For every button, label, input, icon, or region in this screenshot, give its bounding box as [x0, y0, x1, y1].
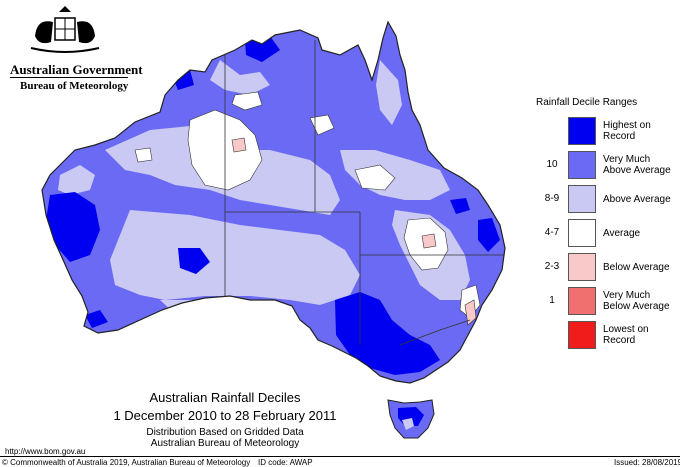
legend-label: Very Much Above Average [603, 151, 679, 179]
legend-label-text: Below Average [603, 261, 670, 273]
map-date-range: 1 December 2010 to 28 February 2011 [113, 408, 337, 423]
legend-label: Below Average [603, 253, 679, 281]
legend-swatch [568, 151, 596, 179]
id-code: ID code: AWAP [258, 458, 313, 467]
map-method: Distribution Based on Gridded Data [146, 427, 304, 438]
legend-label: Lowest on Record [603, 321, 679, 349]
legend-label-text: Average [603, 227, 641, 239]
legend-swatch [568, 117, 596, 145]
legend-range: 4-7 [544, 227, 560, 238]
legend-row: 1 Very Much Below Average [540, 287, 675, 315]
legend-label-text: Highest on Record [603, 120, 651, 142]
legend-label: Above Average [603, 185, 679, 213]
legend-swatch [568, 219, 596, 247]
legend-label-text: Lowest on Record [603, 324, 649, 346]
map-source: Australian Bureau of Meteorology [150, 438, 300, 449]
legend-row: 2-3 Below Average [540, 253, 675, 281]
legend-range: 8-9 [544, 193, 560, 204]
legend-title: Rainfall Decile Ranges [536, 97, 638, 108]
legend-swatch [568, 287, 596, 315]
legend-label-text: Very Much Below Average [603, 290, 670, 312]
legend-range: 1 [549, 295, 555, 306]
issued-date: Issued: 28/08/2019 [614, 458, 680, 467]
map-title: Australian Rainfall Deciles [149, 390, 301, 405]
header-divider [10, 77, 128, 78]
legend-row: Highest on Record [540, 117, 675, 145]
legend-row: 8-9 Above Average [540, 185, 675, 213]
legend-label: Highest on Record [603, 117, 679, 145]
legend-row: Lowest on Record [540, 321, 675, 349]
legend-swatch [568, 321, 596, 349]
legend-label: Very Much Below Average [603, 287, 679, 315]
bom-url-link[interactable]: http://www.bom.gov.au [5, 447, 86, 456]
copyright-text: © Commonwealth of Australia 2019, Austra… [2, 458, 251, 467]
map-title-block: Australian Rainfall Deciles 1 December 2… [110, 390, 340, 449]
legend-row: 4-7 Average [540, 219, 675, 247]
tasmania [387, 399, 435, 439]
legend-label: Average [603, 219, 679, 247]
legend-label-text: Very Much Above Average [603, 154, 671, 176]
legend-row: 10 Very Much Above Average [540, 151, 675, 179]
footer-divider [0, 456, 680, 457]
bureau-name: Bureau of Meteorology [20, 80, 129, 92]
legend-range: 10 [546, 159, 558, 170]
legend-label-text: Above Average [603, 193, 671, 205]
legend-swatch [568, 253, 596, 281]
coat-of-arms-icon [30, 6, 100, 53]
gov-name: Australian Government [10, 62, 143, 77]
legend-range: 2-3 [544, 261, 560, 272]
legend-swatch [568, 185, 596, 213]
